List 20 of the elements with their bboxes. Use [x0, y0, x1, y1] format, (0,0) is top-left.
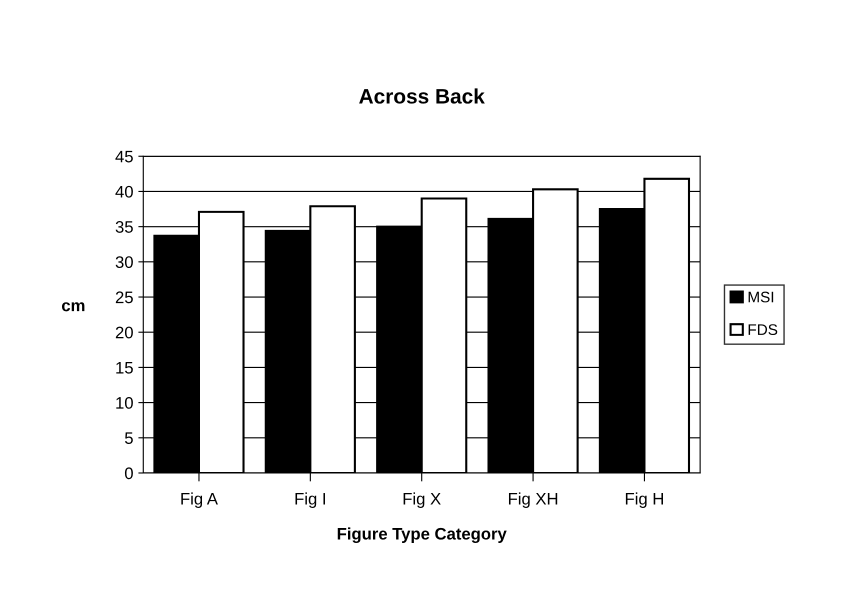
y-tick-label: 45	[115, 150, 133, 162]
y-tick-label: 0	[124, 467, 133, 480]
x-tick-label: Fig XH	[508, 492, 558, 508]
y-tick-label: 35	[116, 221, 133, 233]
y-tick-label: 20	[116, 326, 133, 338]
y-tick-label: 5	[124, 432, 133, 444]
y-tick-label: 25	[116, 291, 133, 304]
x-tick-label: Fig H	[626, 492, 663, 508]
y-tick-label: 30	[116, 256, 133, 268]
y-axis-title: cm	[62, 302, 84, 312]
x-tick-label: Fig I	[296, 492, 326, 508]
legend-label: FDS	[748, 324, 778, 336]
y-tick-label: 15	[116, 362, 133, 374]
legend-label: MSI	[748, 292, 774, 302]
x-tick-label: Fig A	[181, 492, 218, 508]
chart-title: Across Back	[359, 88, 485, 104]
x-tick-label: Fig X	[404, 492, 441, 508]
y-tick-label: 40	[115, 186, 133, 198]
x-axis-title: Figure Type Category	[338, 527, 507, 544]
y-tick-label: 10	[116, 397, 133, 409]
